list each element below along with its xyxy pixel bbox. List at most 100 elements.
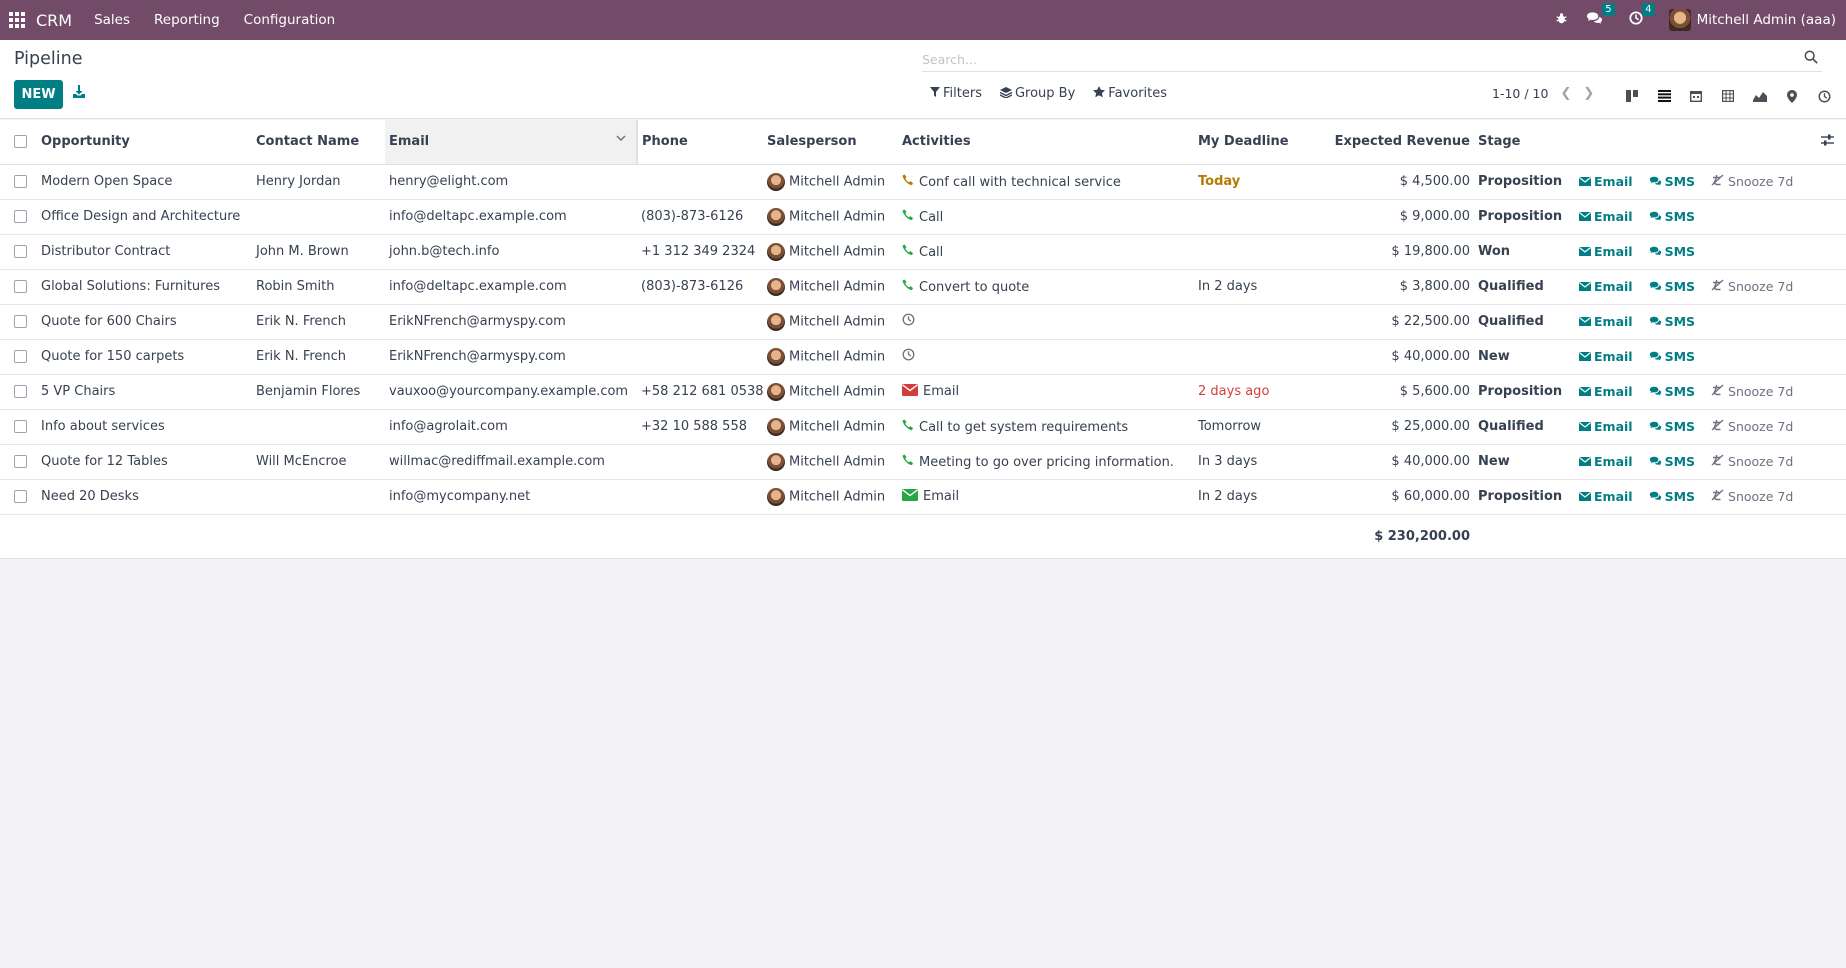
sms-button[interactable]: SMS [1649, 419, 1695, 434]
opportunity-cell[interactable]: Info about services [37, 409, 252, 445]
snooze-button[interactable]: Snooze 7d [1711, 174, 1793, 189]
favorites-button[interactable]: Favorites [1093, 86, 1167, 101]
row-select-cell[interactable] [0, 339, 37, 375]
group-by-button[interactable]: Group By [999, 86, 1075, 101]
header-stage[interactable]: Stage [1474, 120, 1567, 165]
phone-icon[interactable] [902, 419, 914, 435]
menu-sales[interactable]: Sales [94, 12, 131, 28]
clock-icon[interactable] [902, 348, 915, 365]
row-checkbox[interactable] [14, 385, 27, 398]
row-checkbox[interactable] [14, 245, 27, 258]
header-opportunity[interactable]: Opportunity [37, 120, 252, 165]
select-all-checkbox[interactable] [14, 135, 27, 149]
phone-icon[interactable] [902, 279, 914, 295]
sms-button[interactable]: SMS [1649, 489, 1695, 504]
snooze-button[interactable]: Snooze 7d [1711, 454, 1793, 469]
phone-cell[interactable] [637, 164, 763, 200]
graph-view-icon[interactable] [1744, 84, 1776, 108]
messages-icon[interactable]: 5 [1586, 3, 1615, 29]
search-icon[interactable] [1804, 50, 1818, 68]
pager-value[interactable]: 1-10 / 10 [1492, 86, 1549, 101]
select-all-cell[interactable] [0, 120, 37, 165]
salesperson-cell[interactable]: Mitchell Admin [763, 234, 898, 270]
phone-cell[interactable]: +1 312 349 2324 [637, 234, 763, 270]
row-select-cell[interactable] [0, 374, 37, 410]
salesperson-cell[interactable]: Mitchell Admin [763, 199, 898, 235]
row-select-cell[interactable] [0, 304, 37, 340]
contact-cell[interactable] [252, 409, 385, 445]
header-expected-revenue[interactable]: Expected Revenue [1324, 120, 1474, 165]
search-input[interactable] [922, 48, 1782, 70]
table-row[interactable]: Quote for 150 carpets Erik N. French ErikN… [0, 339, 1846, 375]
email-cell[interactable]: info@deltapc.example.com [385, 199, 637, 235]
row-checkbox[interactable] [14, 280, 27, 293]
filters-button[interactable]: Filters [930, 86, 982, 101]
table-row[interactable]: Global Solutions: Furnitures Robin Smith i… [0, 269, 1846, 305]
activity-cell[interactable]: Email [898, 374, 1194, 410]
calendar-view-icon[interactable] [1680, 84, 1712, 108]
email-button[interactable]: Email [1578, 419, 1633, 434]
opportunity-cell[interactable]: Quote for 12 Tables [37, 444, 252, 480]
email-cell[interactable]: ErikNFrench@armyspy.com [385, 304, 637, 340]
salesperson-cell[interactable]: Mitchell Admin [763, 269, 898, 305]
debug-bug-icon[interactable] [1555, 12, 1568, 29]
list-view-icon[interactable] [1648, 84, 1680, 108]
pivot-view-icon[interactable] [1712, 84, 1744, 108]
contact-cell[interactable]: John M. Brown [252, 234, 385, 270]
header-salesperson[interactable]: Salesperson [763, 120, 898, 165]
phone-cell[interactable] [637, 304, 763, 340]
row-select-cell[interactable] [0, 164, 37, 200]
header-phone[interactable]: Phone [637, 120, 763, 165]
sms-button[interactable]: SMS [1649, 384, 1695, 399]
activity-cell[interactable]: Convert to quote [898, 269, 1194, 305]
table-row[interactable]: Distributor Contract John M. Brown john.b@… [0, 234, 1846, 270]
email-cell[interactable]: ErikNFrench@armyspy.com [385, 339, 637, 375]
email-button[interactable]: Email [1578, 209, 1633, 224]
salesperson-cell[interactable]: Mitchell Admin [763, 479, 898, 515]
header-my-deadline[interactable]: My Deadline [1194, 120, 1324, 165]
row-select-cell[interactable] [0, 234, 37, 270]
header-contact-name[interactable]: Contact Name [252, 120, 385, 165]
snooze-button[interactable]: Snooze 7d [1711, 279, 1793, 294]
row-checkbox[interactable] [14, 315, 27, 328]
pager-previous-icon[interactable]: ❮ [1560, 86, 1572, 101]
salesperson-cell[interactable]: Mitchell Admin [763, 444, 898, 480]
phone-icon[interactable] [902, 174, 914, 190]
row-select-cell[interactable] [0, 269, 37, 305]
email-cell[interactable]: info@mycompany.net [385, 479, 637, 515]
sms-button[interactable]: SMS [1649, 454, 1695, 469]
row-checkbox[interactable] [14, 210, 27, 223]
table-row[interactable]: 5 VP Chairs Benjamin Flores vauxoo@yourcom… [0, 374, 1846, 410]
email-cell[interactable]: info@deltapc.example.com [385, 269, 637, 305]
sms-button[interactable]: SMS [1649, 279, 1695, 294]
email-button[interactable]: Email [1578, 489, 1633, 504]
email-cell[interactable]: henry@elight.com [385, 164, 637, 200]
sms-button[interactable]: SMS [1649, 314, 1695, 329]
salesperson-cell[interactable]: Mitchell Admin [763, 164, 898, 200]
new-button[interactable]: NEW [14, 80, 63, 109]
row-select-cell[interactable] [0, 479, 37, 515]
table-row[interactable]: Quote for 600 Chairs Erik N. French ErikNF… [0, 304, 1846, 340]
email-button[interactable]: Email [1578, 279, 1633, 294]
sms-button[interactable]: SMS [1649, 174, 1695, 189]
activity-cell[interactable]: Email [898, 479, 1194, 515]
phone-cell[interactable]: (803)-873-6126 [637, 199, 763, 235]
table-row[interactable]: Info about services info@agrolait.com +32 … [0, 409, 1846, 445]
header-email[interactable]: Email [385, 120, 638, 165]
user-avatar[interactable] [1668, 9, 1691, 31]
activity-cell[interactable] [898, 304, 1194, 340]
opportunity-cell[interactable]: 5 VP Chairs [37, 374, 252, 410]
activity-cell[interactable]: Call to get system requirements [898, 409, 1194, 445]
email-activity-icon[interactable] [902, 384, 918, 396]
email-button[interactable]: Email [1578, 454, 1633, 469]
row-checkbox[interactable] [14, 455, 27, 468]
page-title[interactable]: Pipeline [14, 49, 83, 69]
email-activity-icon[interactable] [902, 489, 918, 501]
email-button[interactable]: Email [1578, 244, 1633, 259]
optional-columns-toggle[interactable] [1567, 120, 1846, 165]
table-row[interactable]: Quote for 12 Tables Will McEncroe willmac@… [0, 444, 1846, 480]
opportunity-cell[interactable]: Office Design and Architecture [37, 199, 252, 235]
email-button[interactable]: Email [1578, 174, 1633, 189]
contact-cell[interactable] [252, 479, 385, 515]
phone-cell[interactable] [637, 444, 763, 480]
